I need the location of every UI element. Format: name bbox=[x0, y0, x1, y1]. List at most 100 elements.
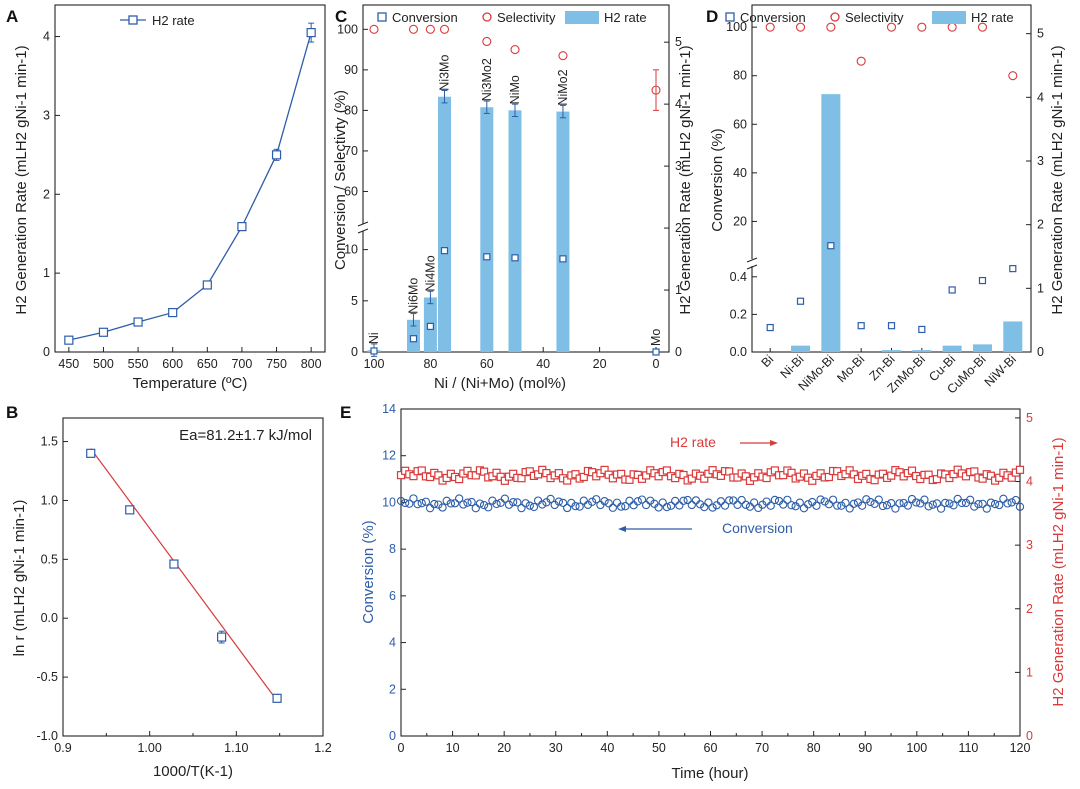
conversion-point-e-57 bbox=[633, 497, 642, 506]
point-b-2 bbox=[169, 559, 179, 569]
conversion-point-e-46 bbox=[587, 497, 597, 506]
conversion-point-e-120 bbox=[895, 499, 904, 508]
x-tick-e-20: 20 bbox=[497, 741, 511, 755]
panel-label-c: C bbox=[335, 7, 347, 26]
h2-rate-point-e-7 bbox=[425, 472, 435, 482]
conversion-point-e-108 bbox=[845, 504, 854, 513]
y-tick-d-up-80: 80 bbox=[733, 69, 747, 83]
x-tick-b-6: 1.2 bbox=[314, 741, 331, 755]
h2-rate-point-e-33 bbox=[533, 470, 543, 479]
panel-label-e: E bbox=[340, 403, 351, 422]
y-tick-b-1.5: 1.5 bbox=[41, 435, 58, 449]
selectivity-d-Zn-Bi bbox=[886, 22, 897, 32]
bar-c-Ni3Mo bbox=[438, 96, 451, 352]
y-tick-d-right-5: 5 bbox=[1037, 27, 1044, 41]
conversion-point-e-78 bbox=[720, 501, 730, 510]
y-axis-title-c-left: Conversion / Selectivty (%) bbox=[332, 90, 349, 270]
conversion-point-e-59 bbox=[641, 500, 651, 510]
conversion-point-e-27 bbox=[509, 497, 518, 507]
panel-e-chart: 0 10 20 30 40 50 60 70 80 90 100 110 120024681012140… bbox=[360, 402, 1067, 782]
h2-rate-point-e-46 bbox=[588, 468, 597, 477]
legend-c-selectivity-marker bbox=[482, 12, 492, 22]
x-axis-title-a: Temperature (ºC) bbox=[133, 375, 248, 392]
y-tick-d-right-4: 4 bbox=[1037, 90, 1044, 104]
conversion-d-NiW-Bi bbox=[1009, 265, 1017, 273]
conversion-point-e-122 bbox=[903, 501, 912, 510]
h2-rate-point-e-116 bbox=[878, 469, 888, 478]
conversion-point-e-115 bbox=[874, 495, 883, 504]
conversion-point-e-40 bbox=[563, 503, 572, 513]
selectivity-d-NiW-Bi bbox=[1008, 71, 1018, 81]
conversion-point-e-62 bbox=[654, 503, 663, 512]
h2-rate-line-a bbox=[68, 32, 312, 341]
h2-rate-point-e-147 bbox=[1007, 473, 1016, 482]
conversion-point-e-69 bbox=[683, 495, 692, 505]
conversion-point-e-13 bbox=[450, 499, 460, 508]
y-tick-e-right-1: 1 bbox=[1026, 665, 1033, 679]
bar-c-NiMo2 bbox=[556, 111, 570, 352]
conversion-point-e-3 bbox=[409, 494, 418, 503]
annotation-h2-rate: H2 rate bbox=[670, 434, 716, 450]
bar-label-c-Ni4Mo: Ni4Mo bbox=[423, 255, 437, 291]
conversion-point-e-15 bbox=[459, 500, 468, 509]
y-tick-e-right-0: 0 bbox=[1026, 729, 1033, 743]
h2-rate-point-e-3 bbox=[409, 472, 418, 481]
conversion-c-NiMo2 bbox=[559, 255, 567, 263]
conversion-point-e-16 bbox=[463, 498, 472, 507]
bar-label-c-Ni6Mo: Ni6Mo bbox=[406, 278, 420, 314]
conversion-point-e-96 bbox=[795, 498, 804, 507]
conversion-point-e-94 bbox=[787, 501, 796, 510]
conversion-point-e-43 bbox=[575, 502, 584, 511]
conversion-point-e-50 bbox=[604, 499, 613, 508]
panel-label-a: A bbox=[6, 7, 18, 26]
h2-rate-point-e-62 bbox=[654, 472, 663, 481]
y-tick-c-up-60: 60 bbox=[344, 184, 358, 198]
legend-c-h2: H2 rate bbox=[604, 10, 647, 25]
conversion-point-e-129 bbox=[932, 499, 942, 508]
h2-rate-point-e-14 bbox=[455, 474, 464, 484]
legend-d-selectivity: Selectivity bbox=[845, 10, 904, 25]
conversion-point-e-104 bbox=[828, 495, 838, 504]
point-b-3 bbox=[217, 632, 227, 642]
x-tick-a-650: 650 bbox=[197, 357, 218, 371]
x-label-d-NiW-Bi: NiW-Bi bbox=[982, 352, 1019, 389]
x-label-d-Mo-Bi: Mo-Bi bbox=[834, 352, 867, 385]
conversion-point-e-124 bbox=[911, 498, 921, 507]
point-a-700 bbox=[237, 222, 247, 232]
conversion-point-e-75 bbox=[708, 503, 717, 512]
h2-rate-point-e-103 bbox=[824, 472, 833, 482]
h2-rate-point-e-9 bbox=[434, 471, 443, 480]
conversion-point-e-113 bbox=[866, 497, 875, 507]
conversion-point-e-133 bbox=[949, 501, 958, 510]
conversion-point-e-8 bbox=[430, 499, 439, 509]
conversion-c-Ni3Mo bbox=[440, 247, 449, 255]
bar-d-Zn-Bi bbox=[882, 350, 901, 352]
axis-break-c-2 bbox=[357, 228, 369, 234]
conversion-point-e-146 bbox=[1003, 499, 1012, 508]
y-tick-e-left-12: 12 bbox=[382, 449, 396, 463]
h2-rate-point-e-88 bbox=[762, 473, 771, 483]
conversion-point-e-149 bbox=[1015, 502, 1025, 511]
legend-a-label: H2 rate bbox=[152, 13, 195, 28]
h2-rate-point-e-114 bbox=[870, 476, 879, 485]
y-tick-c-up-90: 90 bbox=[344, 63, 358, 77]
selectivity-c-Ni4Mo bbox=[425, 24, 435, 34]
conversion-point-e-77 bbox=[716, 497, 726, 506]
x-tick-a-600: 600 bbox=[162, 357, 183, 371]
conversion-point-e-7 bbox=[425, 504, 435, 513]
conversion-point-e-17 bbox=[467, 497, 476, 507]
conversion-point-e-21 bbox=[484, 503, 493, 512]
conversion-point-e-38 bbox=[554, 497, 564, 506]
conversion-point-e-42 bbox=[571, 502, 580, 511]
y-tick-d-low-0.4: 0.4 bbox=[730, 270, 747, 284]
y-tick-e-right-3: 3 bbox=[1026, 538, 1033, 552]
conversion-point-e-73 bbox=[700, 502, 709, 512]
h2-rate-point-e-20 bbox=[479, 467, 489, 476]
legend-a-marker bbox=[128, 15, 138, 25]
x-tick-c-40: 40 bbox=[536, 357, 550, 371]
bar-label-c-NiMo2: NiMo2 bbox=[556, 69, 570, 105]
panel-label-d: D bbox=[706, 7, 718, 26]
h2-rate-point-e-73 bbox=[700, 474, 709, 483]
point-a-650 bbox=[202, 280, 212, 290]
selectivity-d-NiMo-Bi bbox=[826, 22, 836, 32]
